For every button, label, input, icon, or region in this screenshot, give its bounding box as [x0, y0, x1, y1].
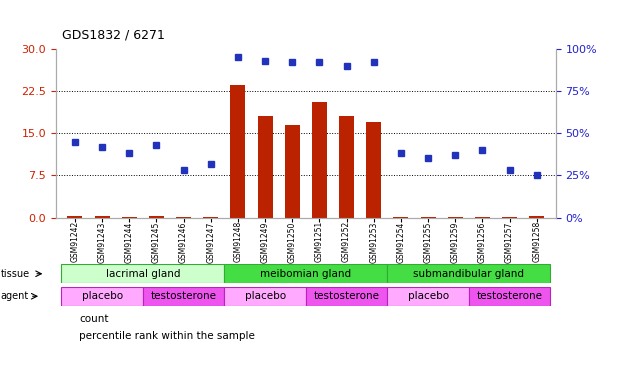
Text: GSM91256: GSM91256	[478, 221, 487, 262]
Text: GSM91244: GSM91244	[125, 221, 134, 262]
Text: agent: agent	[1, 291, 29, 301]
Bar	[339, 116, 354, 218]
Text: GSM91254: GSM91254	[396, 221, 406, 262]
Bar	[312, 102, 327, 218]
Bar	[68, 216, 83, 217]
Text: GSM91255: GSM91255	[424, 221, 433, 262]
Bar	[149, 216, 164, 217]
Text: GSM91250: GSM91250	[288, 221, 297, 262]
Text: GSM91257: GSM91257	[505, 221, 514, 262]
Text: GSM91245: GSM91245	[152, 221, 161, 262]
Text: submandibular gland: submandibular gland	[414, 269, 524, 279]
Bar	[306, 287, 388, 306]
Text: GSM91246: GSM91246	[179, 221, 188, 262]
Bar	[388, 287, 469, 306]
Text: GSM91249: GSM91249	[261, 221, 270, 262]
Text: GSM91251: GSM91251	[315, 221, 324, 262]
Bar	[285, 124, 300, 217]
Text: meibomian gland: meibomian gland	[260, 269, 351, 279]
Bar	[143, 287, 224, 306]
Bar	[61, 287, 143, 306]
Text: percentile rank within the sample: percentile rank within the sample	[79, 332, 255, 341]
Bar	[224, 287, 306, 306]
Text: testosterone: testosterone	[150, 291, 217, 301]
Text: placebo: placebo	[81, 291, 122, 301]
Bar	[224, 264, 388, 283]
Text: GSM91247: GSM91247	[206, 221, 215, 262]
Text: testosterone: testosterone	[314, 291, 379, 301]
Text: count: count	[79, 315, 109, 324]
Text: placebo: placebo	[245, 291, 286, 301]
Bar	[469, 287, 550, 306]
Bar	[366, 122, 381, 218]
Text: placebo: placebo	[407, 291, 448, 301]
Bar	[529, 216, 544, 217]
Bar	[94, 216, 109, 217]
Text: GSM91258: GSM91258	[532, 221, 542, 262]
Bar	[388, 264, 550, 283]
Text: GSM91253: GSM91253	[369, 221, 378, 262]
Text: GSM91252: GSM91252	[342, 221, 351, 262]
Text: tissue: tissue	[1, 269, 30, 279]
Text: GSM91259: GSM91259	[451, 221, 460, 262]
Text: lacrimal gland: lacrimal gland	[106, 269, 180, 279]
Bar	[258, 116, 273, 218]
Text: GDS1832 / 6271: GDS1832 / 6271	[62, 28, 165, 41]
Bar	[61, 264, 224, 283]
Text: GSM91243: GSM91243	[97, 221, 107, 262]
Text: GSM91248: GSM91248	[233, 221, 242, 262]
Text: testosterone: testosterone	[476, 291, 543, 301]
Text: GSM91242: GSM91242	[70, 221, 79, 262]
Bar	[230, 86, 245, 218]
